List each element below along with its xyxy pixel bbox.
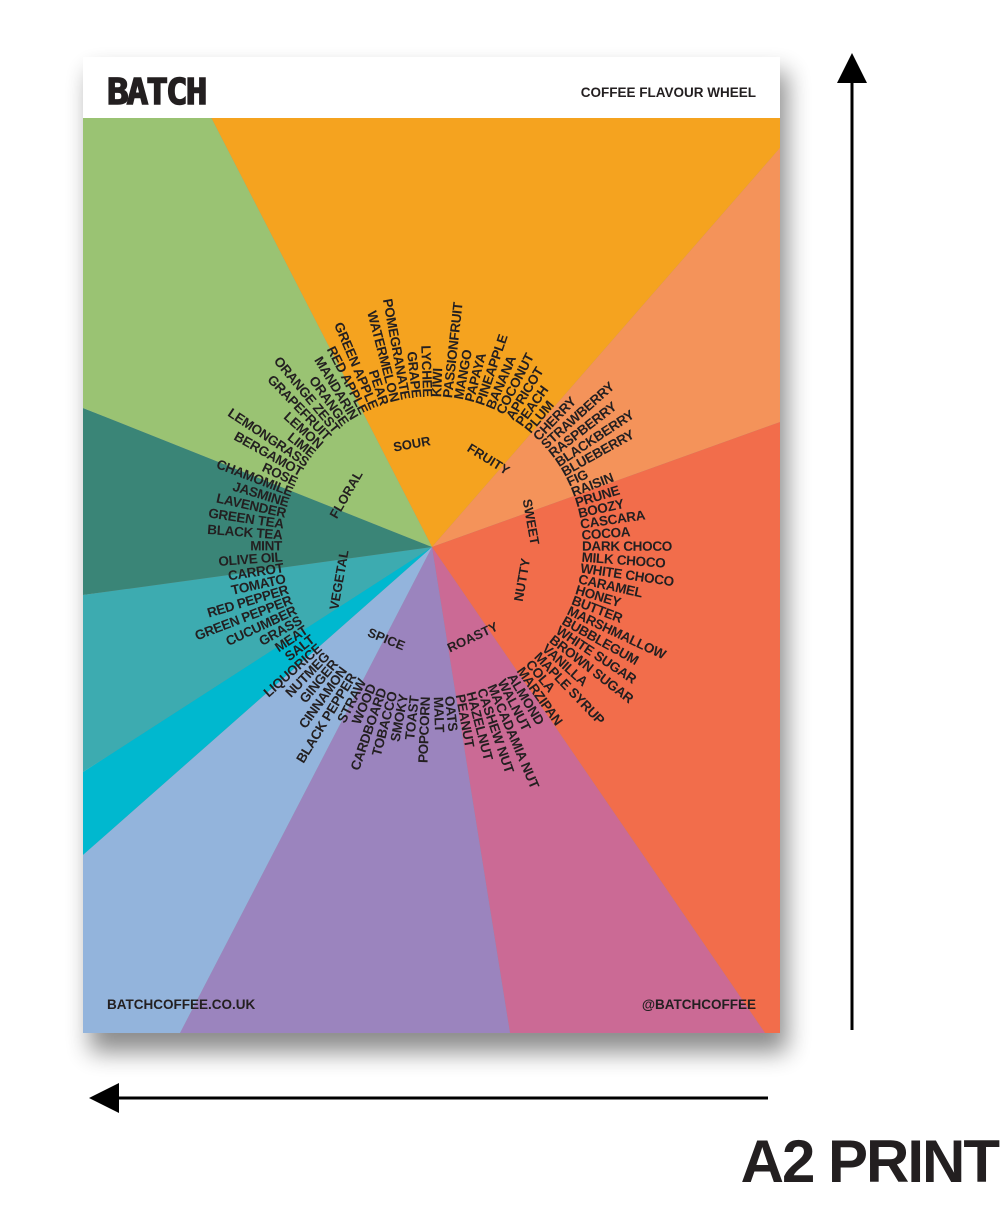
header-band (83, 57, 780, 118)
wedge-citrus (83, 57, 432, 547)
flavour-label: DARK CHOCO (582, 539, 672, 554)
wedge-vegetal (83, 547, 432, 772)
print-size: A2 PRINT (741, 1128, 1000, 1195)
social-handle: @BATCHCOFFEE (642, 997, 756, 1012)
flavour-label: MALT (431, 697, 447, 734)
flavour-label: LYCHEE (418, 345, 435, 398)
wedge-nutty (432, 547, 765, 1033)
flavour-label: OATS (442, 695, 461, 732)
flavour-label: GRAPE (404, 351, 424, 399)
wedge-floral (83, 408, 432, 595)
wedge-spice-2 (83, 547, 432, 855)
poster (83, 57, 780, 1033)
flavour-label: MINT (250, 538, 283, 553)
flavour-label: POPCORN (415, 697, 432, 764)
wedge-spice (83, 547, 432, 1033)
flavour-label: MILK CHOCO (581, 550, 666, 571)
brand-logo: BATCH (107, 72, 206, 113)
category-label: SOUR (392, 433, 432, 454)
flavour-label: COCOA (581, 524, 631, 543)
wedge-fruity (432, 148, 780, 547)
category-label: NUTTY (511, 557, 533, 603)
wedge-sweet (432, 422, 780, 1033)
flavour-label: OLIVE OIL (218, 549, 283, 569)
flavour-label: BLACK TEA (207, 522, 284, 543)
flavour-label: KIWI (429, 368, 445, 397)
wedge-sour-fruity (180, 57, 780, 547)
website: BATCHCOFFEE.CO.UK (107, 997, 255, 1012)
poster-title: COFFEE FLAVOUR WHEEL (581, 85, 756, 100)
wedge-roasty (180, 547, 510, 1033)
flavour-label: TOAST (402, 694, 422, 740)
